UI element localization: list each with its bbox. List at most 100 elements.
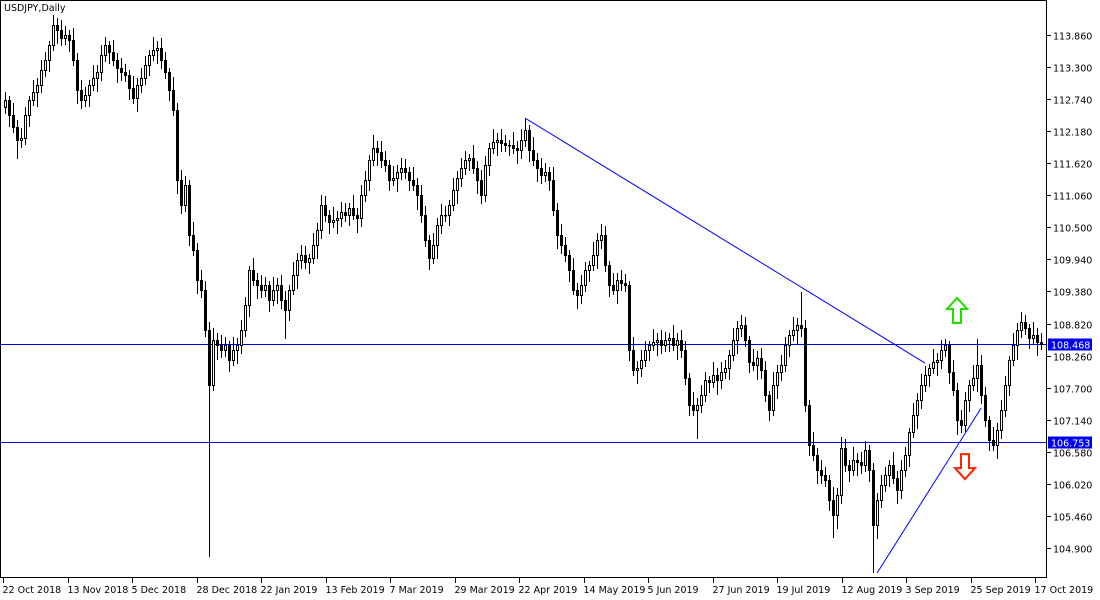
bear-candle-body — [324, 205, 327, 216]
candle — [680, 330, 683, 358]
candle — [164, 52, 167, 79]
bull-candle-body — [396, 172, 399, 179]
bear-candle-body — [408, 172, 411, 181]
y-tick-label: 111.620 — [1053, 160, 1092, 171]
bull-candle-body — [1008, 360, 1011, 386]
candle — [772, 372, 775, 416]
candle — [244, 297, 247, 337]
bull-candle-body — [640, 360, 643, 369]
bear-candle-body — [216, 340, 219, 346]
bear-candle-body — [376, 148, 379, 153]
candle — [840, 437, 843, 504]
candle — [980, 355, 983, 404]
candle — [632, 337, 635, 376]
bear-candle-body — [80, 90, 83, 101]
candle — [224, 337, 227, 357]
candle — [128, 70, 131, 100]
candle — [800, 292, 803, 337]
candle — [80, 80, 83, 109]
bull-candle-body — [912, 415, 915, 433]
candle — [280, 275, 283, 309]
bull-candle-body — [456, 178, 459, 191]
bull-candle-body — [864, 450, 867, 466]
down-arrow-icon[interactable] — [952, 453, 978, 481]
candle — [952, 360, 955, 396]
candle — [620, 270, 623, 291]
candle — [640, 350, 643, 377]
bear-candle-body — [892, 465, 895, 479]
bear-candle-body — [576, 290, 579, 296]
bear-candle-body — [504, 143, 507, 146]
candle — [56, 18, 59, 44]
bull-candle-body — [840, 448, 843, 496]
y-tick-label: 106.020 — [1053, 481, 1092, 492]
bear-candle-body — [612, 285, 615, 291]
y-tick-label: 104.900 — [1053, 545, 1092, 556]
bear-candle-body — [684, 350, 687, 379]
bear-candle-body — [180, 180, 183, 206]
bear-candle-body — [948, 345, 951, 373]
candle — [1012, 333, 1015, 366]
candle — [1024, 315, 1027, 335]
bull-candle-body — [372, 148, 375, 161]
bear-candle-body — [760, 358, 763, 371]
candle — [472, 145, 475, 174]
candle — [844, 439, 847, 472]
bear-candle-body — [564, 245, 567, 256]
bear-candle-body — [8, 100, 11, 116]
bull-candle-body — [888, 465, 891, 476]
candle — [292, 262, 295, 295]
candle — [104, 37, 107, 62]
bear-candle-body — [744, 325, 747, 341]
bear-candle-body — [956, 390, 959, 421]
bear-candle-body — [132, 88, 135, 99]
y-tick-label: 108.260 — [1053, 353, 1092, 364]
bear-candle-body — [384, 160, 387, 166]
candle — [340, 202, 343, 227]
candle — [136, 78, 139, 112]
bear-candle-body — [960, 420, 963, 426]
bear-candle-body — [328, 215, 331, 223]
up-arrow-icon[interactable] — [944, 296, 970, 324]
bull-candle-body — [152, 50, 155, 56]
bull-candle-body — [876, 500, 879, 526]
bull-candle-body — [932, 362, 935, 369]
bear-candle-body — [860, 462, 863, 466]
bull-candle-body — [880, 485, 883, 501]
bear-candle-body — [692, 405, 695, 411]
bull-candle-body — [924, 375, 927, 386]
trendline[interactable] — [524, 117, 926, 364]
candle — [732, 328, 735, 361]
candle — [476, 161, 479, 194]
bull-candle-body — [184, 185, 187, 206]
bull-candle-body — [1032, 335, 1035, 339]
bull-candle-body — [780, 365, 783, 373]
y-tick-label: 107.700 — [1053, 385, 1092, 396]
bear-candle-body — [380, 152, 383, 161]
candle — [832, 487, 835, 538]
candle — [180, 170, 183, 214]
bear-candle-body — [624, 283, 627, 286]
bear-candle-body — [176, 110, 179, 181]
candle — [468, 154, 471, 171]
candle — [264, 277, 267, 297]
bear-candle-body — [304, 255, 307, 263]
bull-candle-body — [1000, 410, 1003, 431]
candle — [544, 163, 547, 182]
candle — [572, 258, 575, 295]
bull-candle-body — [392, 178, 395, 181]
candle — [484, 156, 487, 202]
candle — [676, 333, 679, 360]
bull-candle-body — [1004, 385, 1007, 411]
candle — [984, 387, 987, 427]
bull-candle-body — [64, 35, 67, 39]
trendline[interactable] — [876, 408, 982, 574]
bear-candle-body — [820, 470, 823, 476]
candle — [1036, 328, 1039, 356]
bear-candle-body — [480, 180, 483, 196]
candle — [228, 341, 231, 372]
bear-candle-body — [112, 52, 115, 61]
bull-candle-body — [712, 375, 715, 383]
candle — [480, 170, 483, 204]
bull-candle-body — [144, 65, 147, 79]
